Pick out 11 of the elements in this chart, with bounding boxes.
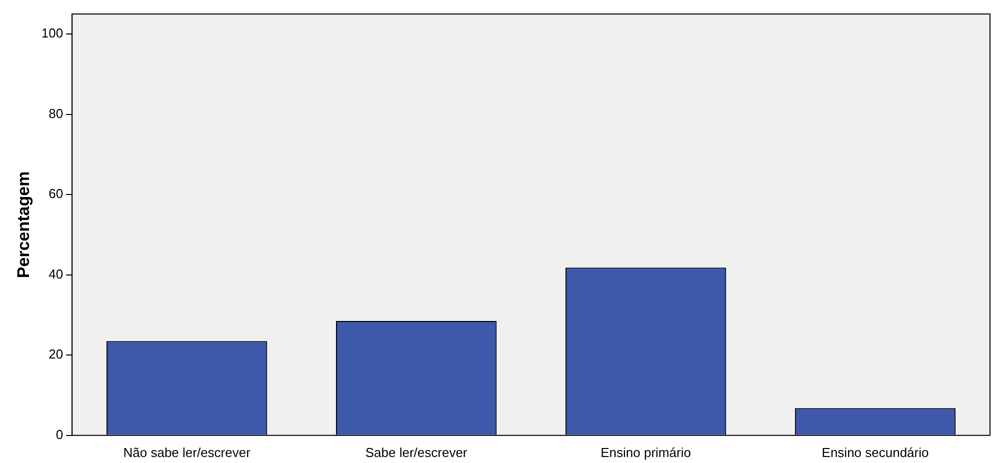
y-tick-label: 80: [48, 106, 64, 121]
y-tick-label: 0: [56, 426, 64, 442]
y-axis-title: Percentagem: [14, 171, 33, 278]
x-tick-label: Sabe ler/escrever: [365, 444, 468, 460]
y-tick-label: 40: [48, 266, 64, 282]
y-tick-label: 20: [48, 346, 64, 362]
y-tick-label: 100: [41, 26, 64, 41]
x-tick-label: Não sabe ler/escrever: [123, 444, 252, 460]
y-tick-label: 60: [48, 186, 64, 202]
x-tick-label: Ensino secundário: [822, 444, 929, 460]
x-tick-label: Ensino primário: [600, 444, 691, 460]
